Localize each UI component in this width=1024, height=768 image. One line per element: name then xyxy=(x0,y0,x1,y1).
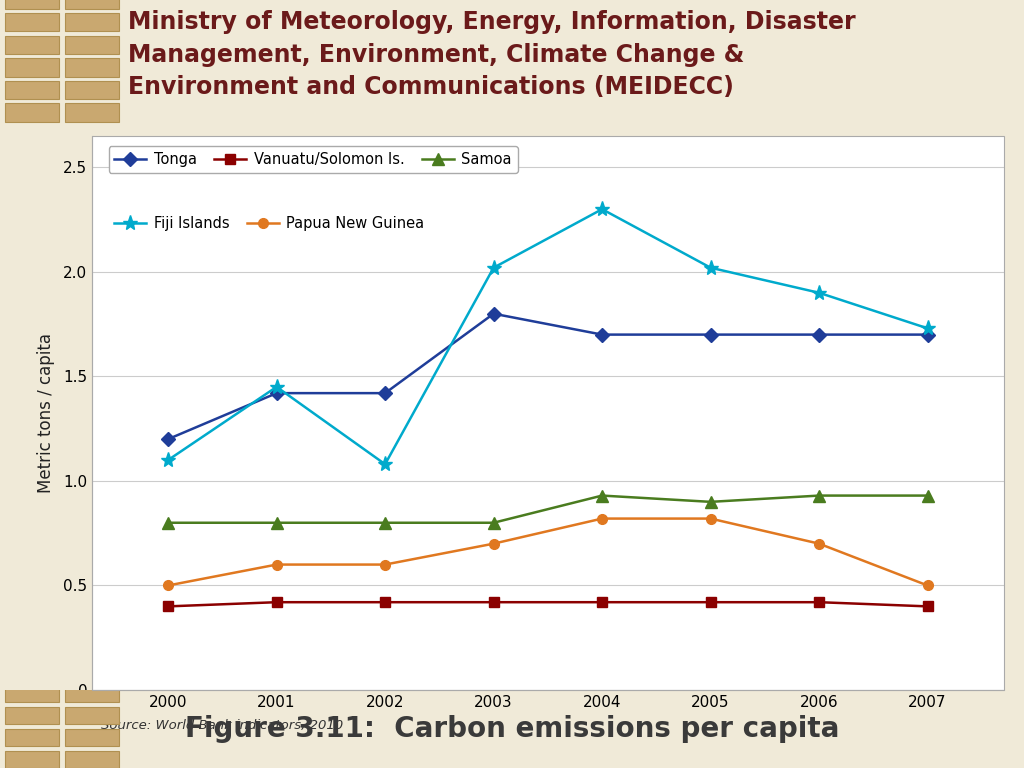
Bar xyxy=(5,81,59,99)
Bar xyxy=(5,13,59,31)
Bar xyxy=(66,35,119,54)
Legend: Fiji Islands, Papua New Guinea: Fiji Islands, Papua New Guinea xyxy=(109,210,430,237)
Bar xyxy=(66,751,119,768)
Bar xyxy=(5,58,59,77)
Bar xyxy=(5,103,59,121)
Bar xyxy=(66,58,119,77)
Text: Source: World Bank indicators, 2010: Source: World Bank indicators, 2010 xyxy=(101,719,343,732)
Bar xyxy=(5,751,59,768)
Bar xyxy=(66,707,119,723)
Y-axis label: Metric tons / capita: Metric tons / capita xyxy=(37,333,55,493)
Text: Ministry of Meteorology, Energy, Information, Disaster
Management, Environment, : Ministry of Meteorology, Energy, Informa… xyxy=(128,10,856,99)
Bar xyxy=(5,0,59,9)
Bar xyxy=(5,730,59,746)
Bar xyxy=(66,685,119,702)
Text: Figure 3.11:  Carbon emissions per capita: Figure 3.11: Carbon emissions per capita xyxy=(184,715,840,743)
Bar xyxy=(66,13,119,31)
Bar xyxy=(66,103,119,121)
Bar xyxy=(66,81,119,99)
Bar xyxy=(5,685,59,702)
Bar xyxy=(5,35,59,54)
Bar xyxy=(5,707,59,723)
Bar xyxy=(66,730,119,746)
Bar xyxy=(66,0,119,9)
